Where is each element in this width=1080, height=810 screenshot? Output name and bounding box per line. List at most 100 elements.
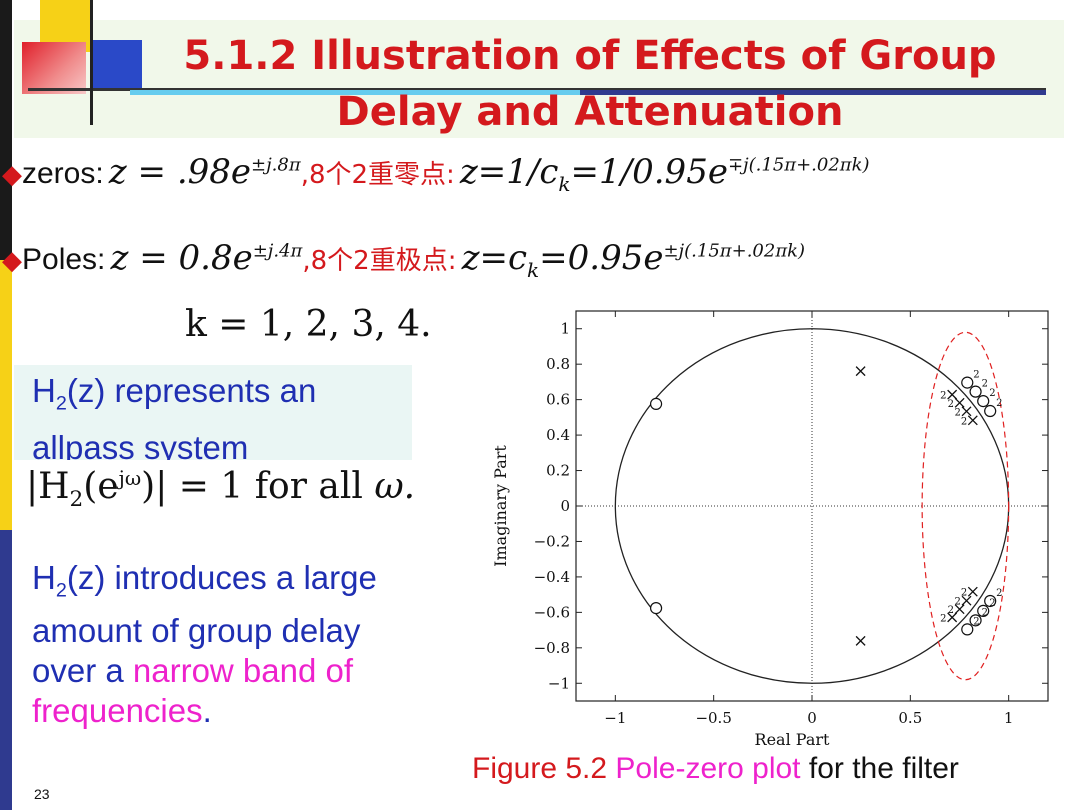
delay-line-1: H2(z) introduces a large: [32, 558, 482, 611]
pole-zero-plot: −1 −0.5 0 0.5 1 1 0.8 0.6 0.4 0.2 0 −0.2 −0.4 −0.6 −0.…: [491, 310, 1049, 749]
poles-eq2-b: =0.95e: [539, 238, 664, 278]
y-tick-label: 0: [560, 497, 570, 515]
zeros-eq-base: z = .98e: [108, 152, 252, 192]
double-pole-marker: [947, 389, 958, 400]
diamond-bullet-icon: ◆: [2, 160, 22, 190]
k-values-line: k = 1, 2, 3, 4.: [185, 304, 432, 345]
delay-line4-blue: .: [202, 691, 212, 729]
caption-figure: Figure 5.2: [472, 752, 616, 785]
caption-black: for the filter: [800, 752, 959, 785]
x-tick-label: 0: [807, 709, 817, 727]
logo-vertical-line: [90, 0, 93, 125]
zeros-chinese-note: ,8个2重零点:: [300, 160, 455, 190]
double-pole-marker: [947, 612, 958, 623]
poles-label: Poles:: [22, 243, 106, 276]
mag-sup: jω: [118, 466, 142, 490]
delay-line3-pink: narrow band of: [132, 651, 354, 689]
zero-multiplicity-label: 2: [996, 398, 1002, 409]
poles-cluster-equation: z=ck=0.95e±j(.15π+.02πk): [462, 238, 806, 282]
zeros-eq2-b: =1/0.95e: [570, 152, 728, 192]
poles-chinese-note: ,8个2重极点:: [302, 246, 457, 276]
zeros-eq2-exp: ∓j(.15π+.02πk): [727, 154, 870, 176]
y-tick-label: 0.6: [546, 391, 570, 409]
y-tick-label: 0.8: [546, 355, 570, 373]
poles-equation: z = 0.8e±j.4π: [110, 238, 302, 278]
double-zero-marker: [984, 404, 997, 418]
delay-line-2: amount of group delay: [32, 611, 361, 649]
y-tick-label: −1: [548, 674, 570, 692]
x-axis-label: Real Part: [755, 730, 830, 749]
title-line-2: Delay and Attenuation: [336, 89, 844, 135]
group-delay-text: H2(z) introduces a large amount of group…: [32, 558, 482, 731]
double-pole-marker: [967, 586, 978, 597]
double-zero-marker: [961, 376, 974, 389]
logo-square-blue: [92, 40, 142, 90]
y-tick-label: −0.8: [534, 639, 570, 657]
diamond-bullet-icon: ◆: [2, 246, 22, 276]
y-tick-label: 0.4: [546, 426, 570, 444]
delay-line3-blue: over a: [32, 651, 133, 689]
allpass-post: (z) represents an: [66, 372, 317, 409]
zeros-eq2-a: z=1/c: [459, 152, 559, 192]
mag-left: |H: [26, 466, 70, 507]
x-tick-label: −0.5: [695, 709, 731, 727]
left-accent-bar-yellow: [0, 260, 12, 530]
delay-line-3: over a narrow band of: [32, 651, 482, 691]
zeros-equation: z = .98e±j.8π: [109, 152, 301, 192]
delay-h: H: [32, 559, 56, 596]
delay-line-4: frequencies.: [32, 691, 482, 731]
poles-eq-exp: ±j.4π: [252, 240, 303, 262]
zeros-cluster-equation: z=1/ck=1/0.95e∓j(.15π+.02πk): [459, 152, 870, 196]
delay-post: (z) introduces a large: [66, 559, 377, 596]
zeros-eq-exp: ±j.8π: [251, 154, 301, 176]
pole-multiplicity-label: 2: [955, 597, 961, 608]
delay-line4-pink: frequencies: [32, 691, 203, 729]
pole-multiplicity-label: 2: [961, 588, 967, 599]
y-tick-label: −0.6: [534, 603, 570, 621]
pole-marker: [855, 366, 866, 377]
highlight-ellipse: [921, 331, 1010, 681]
pole-multiplicity-label: 2: [961, 416, 967, 427]
mag-omega: ω.: [374, 466, 416, 507]
pole-marker: [855, 635, 866, 646]
allpass-line-1: H2(z) represents an: [32, 369, 412, 426]
x-tick-label: 0.5: [898, 709, 922, 727]
zeros-eq2-sub: k: [558, 171, 571, 196]
zero-multiplicity-label: 2: [973, 616, 979, 627]
magnitude-equation-box: |H2(ejω)| = 1 for all ω.: [14, 460, 474, 522]
pole-multiplicity-label: 2: [948, 399, 954, 410]
y-tick-label: −0.2: [534, 532, 570, 550]
zero-multiplicity-label: 2: [973, 370, 979, 381]
double-zero-marker: [969, 614, 982, 627]
double-zero-marker: [984, 594, 997, 608]
allpass-h: H: [32, 372, 56, 409]
delay-sub: 2: [55, 579, 67, 602]
double-pole-marker: [954, 397, 965, 408]
double-zero-marker: [961, 623, 974, 636]
allpass-text: H2(z) represents an allpass system: [14, 365, 412, 470]
title-line-1: 5.1.2 Illustration of Effects of Group: [183, 33, 997, 79]
pole-multiplicity-label: 2: [955, 407, 961, 418]
y-tick-label: 1: [560, 320, 570, 338]
slide-title: 5.1.2 Illustration of Effects of Group D…: [100, 28, 1080, 140]
pole-multiplicity-label: 2: [948, 605, 954, 616]
poles-eq-base: z = 0.8e: [110, 238, 253, 278]
zeros-label: zeros:: [22, 157, 104, 190]
logo-square-red: [22, 42, 86, 94]
pole-multiplicity-label: 2: [940, 391, 946, 402]
title-rule-blue: [580, 90, 1046, 95]
double-zero-marker: [977, 395, 990, 408]
zero-multiplicity-label: 2: [982, 379, 988, 390]
page-number: 23: [34, 786, 50, 802]
mag-right: )| = 1 for all: [141, 466, 375, 507]
mag-mid: (e: [83, 466, 119, 507]
x-tick-label: −1: [604, 709, 626, 727]
double-zero-marker: [969, 385, 982, 398]
caption-pink: Pole-zero plot: [615, 752, 801, 785]
poles-row: ◆Poles: z = 0.8e±j.4π,8个2重极点: z=ck=0.95e…: [2, 238, 805, 282]
zero-multiplicity-label: 2: [989, 388, 995, 399]
poles-eq2-exp: ±j(.15π+.02πk): [663, 240, 806, 262]
zero-marker: [649, 397, 663, 410]
allpass-sub: 2: [55, 392, 67, 415]
zero-marker: [649, 602, 663, 615]
